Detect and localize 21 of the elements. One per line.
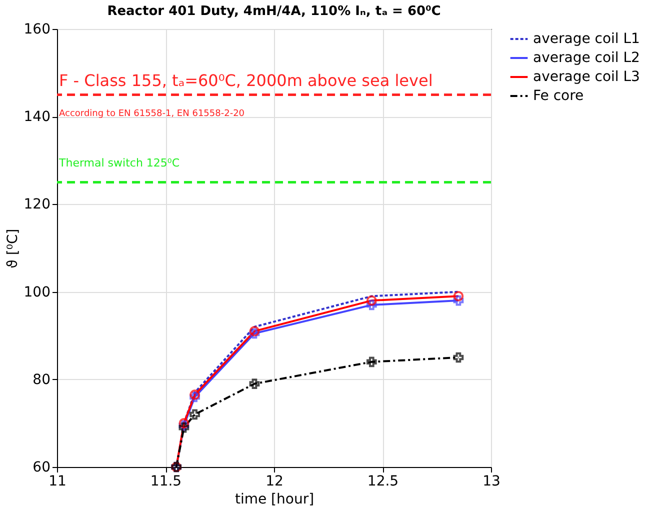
y-tick-label: 120 [24, 196, 50, 213]
y-axis-title: ϑ [⁰C] [4, 228, 21, 268]
legend-label: Fe core [533, 88, 584, 104]
x-tick-label: 11.5 [150, 474, 182, 490]
y-tick-label: 60 [32, 460, 50, 476]
annotation: F - Class 155, tₐ=60⁰C, 2000m above sea level [59, 71, 433, 90]
y-tick-label: 100 [24, 284, 50, 300]
legend-label: average coil L2 [533, 50, 640, 66]
y-tick-label: 140 [24, 109, 50, 126]
annotation: According to EN 61558-1, EN 61558-2-20 [59, 109, 245, 119]
y-tick-label: 80 [32, 372, 50, 388]
legend-label: average coil L1 [533, 31, 640, 47]
chart-title: Reactor 401 Duty, 4mH/4A, 110% Iₙ, tₐ = 60⁰C [107, 4, 441, 19]
legend-label: average coil L3 [533, 69, 640, 85]
y-tick-label: 160 [24, 22, 50, 38]
x-tick-label: 12.5 [367, 474, 399, 490]
x-tick-label: 13 [482, 474, 500, 490]
ref-line-label: Thermal switch 125⁰C [58, 156, 180, 170]
x-tick-label: 11 [48, 474, 66, 490]
x-axis-title: time [hour] [234, 492, 314, 508]
x-tick-label: 12 [266, 474, 284, 490]
